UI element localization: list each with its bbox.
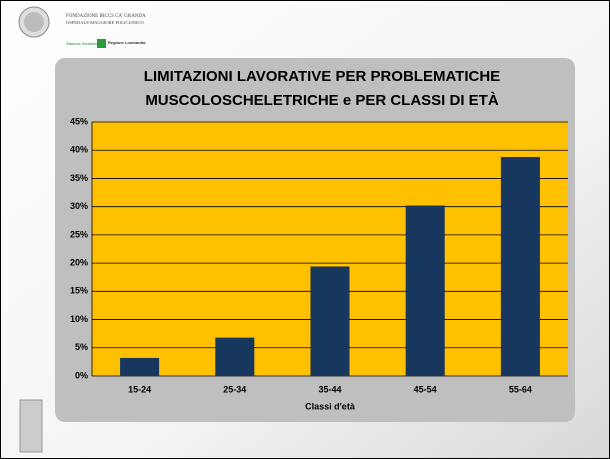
bar bbox=[405, 205, 445, 376]
chart-title: LIMITAZIONI LAVORATIVE PER PROBLEMATICHE bbox=[144, 68, 500, 85]
org-subname: OSPEDALE MAGGIORE POLICLINICO bbox=[66, 20, 144, 25]
x-tick-label: 15-24 bbox=[128, 384, 151, 394]
y-tick-label: 45% bbox=[70, 116, 88, 126]
y-tick-label: 40% bbox=[70, 145, 88, 155]
bar bbox=[500, 156, 540, 376]
org-name: FONDAZIONE IRCCS CA' GRANDA bbox=[66, 14, 146, 19]
bar bbox=[120, 357, 160, 376]
x-tick-label: 35-44 bbox=[318, 384, 341, 394]
y-tick-label: 10% bbox=[70, 314, 88, 324]
y-tick-label: 30% bbox=[70, 201, 88, 211]
x-tick-label: 45-54 bbox=[414, 384, 437, 394]
side-logo bbox=[19, 399, 43, 453]
logo-seal-inner bbox=[24, 12, 44, 32]
y-tick-label: 20% bbox=[70, 257, 88, 267]
x-axis-title: Classi d'età bbox=[305, 401, 356, 411]
system-label: Sistema Sanitario bbox=[66, 41, 98, 46]
chart-title: MUSCOLOSCHELETRICHE e PER CLASSI DI ETÀ bbox=[145, 92, 499, 109]
y-tick-label: 15% bbox=[70, 286, 88, 296]
bar bbox=[310, 266, 350, 376]
y-tick-label: 35% bbox=[70, 173, 88, 183]
y-tick-label: 25% bbox=[70, 229, 88, 239]
bar bbox=[215, 337, 255, 376]
y-tick-label: 5% bbox=[75, 342, 88, 352]
x-tick-label: 55-64 bbox=[509, 384, 532, 394]
region-logo bbox=[97, 39, 106, 48]
region-label: Regione Lombardia bbox=[108, 40, 146, 45]
y-tick-label: 0% bbox=[75, 370, 88, 380]
x-tick-label: 25-34 bbox=[223, 384, 246, 394]
